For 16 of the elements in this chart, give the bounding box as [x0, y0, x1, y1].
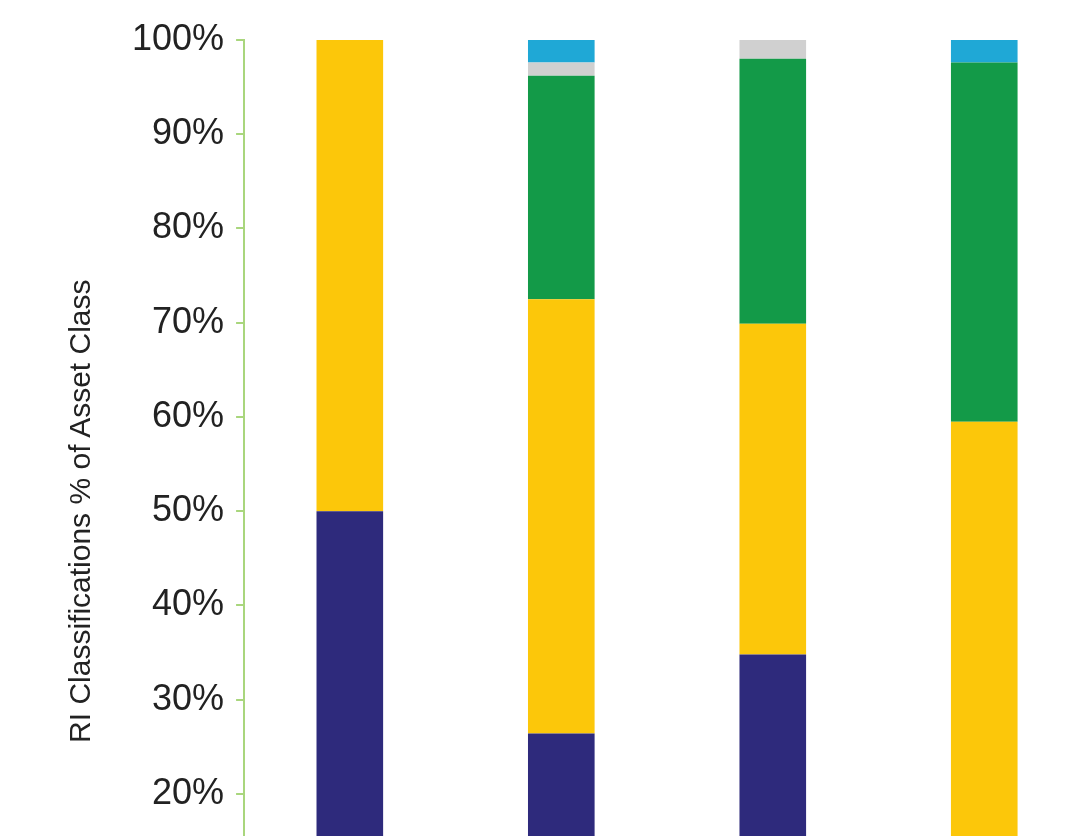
bar	[739, 58, 807, 324]
y-tick-label: 70%	[152, 299, 225, 341]
bar	[739, 40, 807, 59]
bar	[527, 40, 595, 63]
bar	[527, 75, 595, 300]
y-axis-title: RI Classifications % of Asset Class	[63, 279, 97, 743]
bar	[527, 62, 595, 76]
y-tick-label: 30%	[152, 676, 225, 718]
bar	[950, 40, 1018, 63]
y-tick-label: 80%	[152, 205, 225, 247]
y-tick-label: 90%	[152, 111, 225, 153]
y-tick-label: 100%	[132, 16, 225, 58]
y-tick-label: 20%	[152, 770, 225, 812]
y-tick-label: 50%	[152, 488, 225, 530]
y-tick-label: 40%	[152, 582, 225, 624]
y-tick-label: 60%	[152, 393, 225, 435]
